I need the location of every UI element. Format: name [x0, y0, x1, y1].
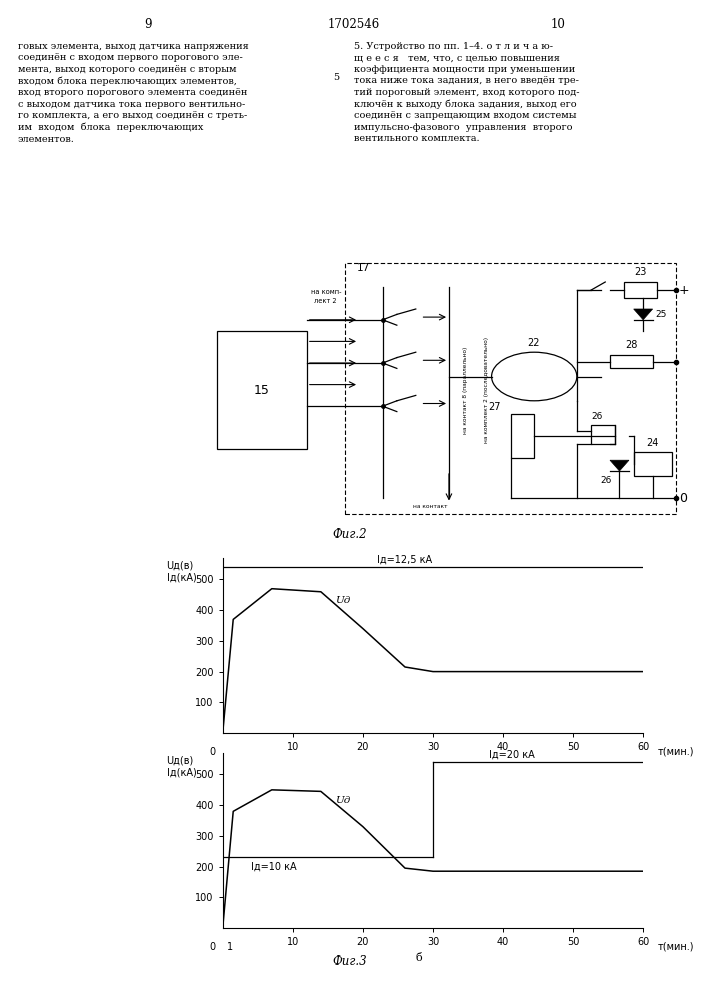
Bar	[217, 331, 307, 449]
Text: 17: 17	[356, 263, 370, 273]
Text: 27: 27	[489, 402, 501, 412]
Text: Uд(в): Uд(в)	[167, 560, 194, 570]
Text: Uд: Uд	[335, 596, 350, 605]
Text: 28: 28	[625, 340, 638, 350]
Bar	[633, 452, 672, 476]
Text: на контакт 8 (параллельно): на контакт 8 (параллельно)	[463, 346, 468, 434]
Bar	[591, 425, 614, 444]
Text: Фиг.2: Фиг.2	[333, 528, 367, 541]
Text: 25: 25	[655, 310, 667, 319]
Text: Iд=10 кА: Iд=10 кА	[251, 862, 296, 872]
Text: Iд(кА): Iд(кА)	[167, 768, 197, 778]
Text: Фиг.3: Фиг.3	[333, 955, 367, 968]
Text: б: б	[416, 953, 422, 963]
Text: т(мин.): т(мин.)	[658, 747, 694, 757]
Text: 26: 26	[591, 412, 602, 421]
Text: Uд: Uд	[335, 796, 350, 805]
Polygon shape	[633, 309, 653, 320]
Text: 26: 26	[600, 476, 612, 485]
Text: 5. Устройство по пп. 1–4. о т л и ч а ю-
щ е е с я   тем, что, с целью повышения: 5. Устройство по пп. 1–4. о т л и ч а ю-…	[354, 42, 579, 143]
Text: +: +	[679, 284, 689, 297]
Bar	[510, 414, 534, 458]
Text: Iд=12,5 кА: Iд=12,5 кА	[377, 555, 432, 565]
Text: на комплект 2 (последовательно): на комплект 2 (последовательно)	[484, 337, 489, 443]
Text: а: а	[416, 758, 422, 768]
Text: 0: 0	[679, 491, 686, 504]
Text: 1: 1	[227, 942, 233, 952]
Text: 10: 10	[551, 18, 566, 31]
Polygon shape	[610, 460, 629, 471]
Text: 9: 9	[145, 18, 152, 31]
Text: 5: 5	[334, 73, 339, 82]
Text: 23: 23	[635, 267, 647, 277]
Text: 15: 15	[254, 383, 270, 396]
Text: 1702546: 1702546	[327, 18, 380, 31]
Text: 0: 0	[209, 942, 215, 952]
Text: на контакт: на контакт	[413, 504, 448, 509]
Bar	[610, 355, 653, 368]
Text: на комп-: на комп-	[310, 290, 341, 296]
Text: 22: 22	[527, 338, 539, 348]
Text: т(мин.): т(мин.)	[658, 942, 694, 952]
Text: Uд(в): Uд(в)	[167, 755, 194, 765]
Text: лект 2: лект 2	[315, 298, 337, 304]
Text: 0: 0	[209, 747, 215, 757]
Text: говых элемента, выход датчика напряжения
соединён с входом первого порогового эл: говых элемента, выход датчика напряжения…	[18, 42, 248, 144]
Text: 24: 24	[646, 438, 659, 448]
Bar	[345, 263, 677, 514]
Bar	[624, 282, 658, 298]
Text: Iд(кА): Iд(кА)	[167, 573, 197, 583]
Text: Iд=20 кА: Iд=20 кА	[489, 750, 535, 760]
